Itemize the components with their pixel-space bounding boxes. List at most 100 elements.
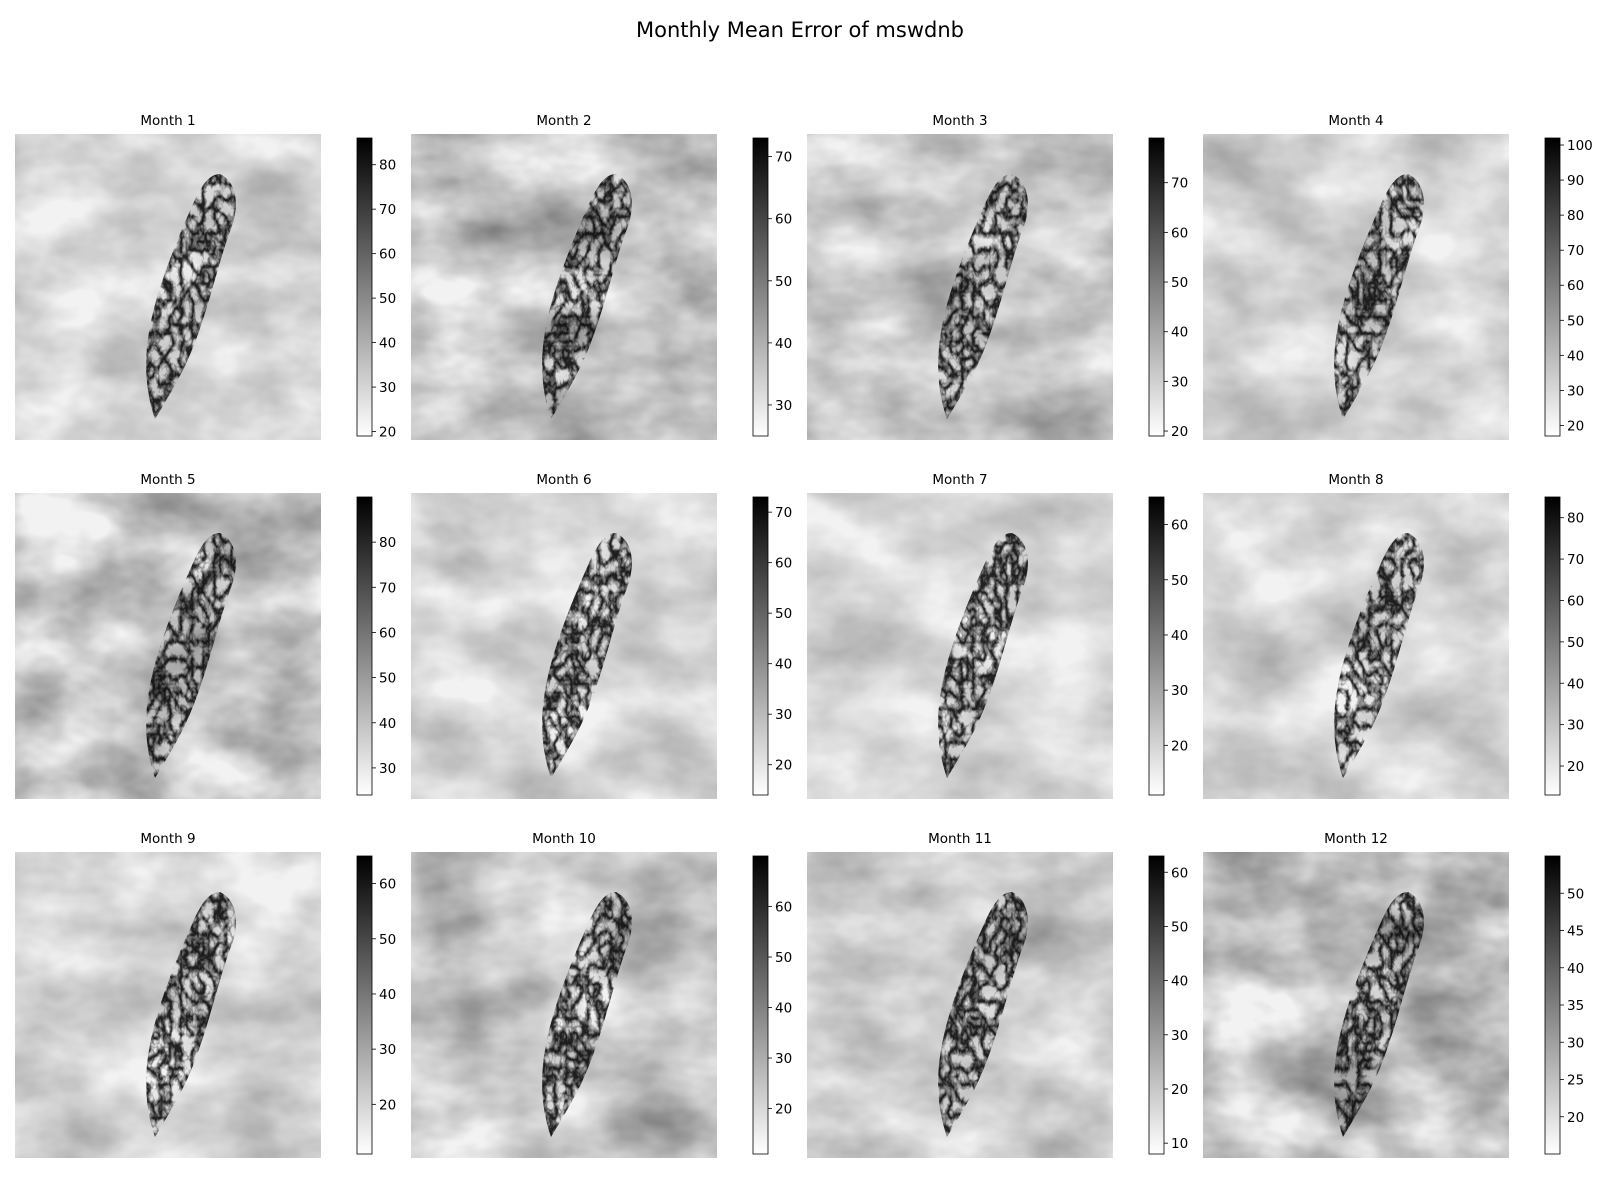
heatmap-image	[411, 852, 717, 1158]
colorbar-tick-label: 80	[379, 535, 396, 551]
colorbar-tick-label: 20	[775, 1102, 792, 1118]
panel-title: Month 3	[932, 113, 987, 129]
panel-month-10: Month 10 20 30 40 50 60	[411, 831, 792, 1158]
island-shape	[1334, 174, 1424, 419]
panel-month-3: Month 3 20 30 40 50 60 70	[807, 113, 1188, 440]
colorbar-tick-label: 40	[775, 657, 792, 673]
colorbar-tick-label: 20	[1567, 759, 1584, 775]
panel-title: Month 9	[140, 831, 195, 847]
colorbar-tick-label: 70	[1567, 552, 1584, 568]
colorbar: 20 30 40 50 60	[1148, 496, 1188, 796]
colorbar-tick-label: 70	[379, 202, 396, 218]
panel-title: Month 6	[536, 472, 591, 488]
colorbar: 10 20 30 40 50 60	[1148, 855, 1188, 1155]
colorbar-tick-label: 50	[1171, 275, 1188, 291]
panel-month-12: Month 12 20 25 30 35 40 45 50	[1203, 831, 1584, 1158]
colorbar-tick-label: 20	[1171, 1082, 1188, 1098]
colorbar-tick-label: 30	[379, 1042, 396, 1058]
panel-month-8: Month 8 20 30 40 50 60 70 80	[1203, 472, 1584, 799]
colorbar-tick-label: 50	[1567, 313, 1584, 329]
colorbar: 20 30 40 50 60 70 80	[1544, 496, 1584, 796]
colorbar: 20 30 40 50 60 70 80 90 100	[1544, 137, 1593, 437]
colorbar-tick-label: 70	[1567, 243, 1584, 259]
colorbar-tick-label: 20	[1171, 738, 1188, 754]
colorbar-tick-label: 70	[775, 150, 792, 166]
colorbar-tick-label: 40	[1171, 628, 1188, 644]
island-shape	[542, 892, 632, 1137]
colorbar-tick-label: 20	[1567, 1110, 1584, 1126]
colorbar-tick-label: 70	[1171, 176, 1188, 192]
colorbar: 20 30 40 50 60 70	[1148, 137, 1188, 440]
colorbar-tick-label: 30	[1567, 718, 1584, 734]
colorbar-tick-label: 40	[775, 1001, 792, 1017]
colorbar-tick-label: 30	[1567, 1035, 1584, 1051]
colorbar-tick-label: 70	[775, 505, 792, 521]
colorbar-tick-label: 60	[1171, 865, 1188, 881]
colorbar-tick-label: 60	[775, 556, 792, 572]
colorbar-tick-label: 50	[1171, 919, 1188, 935]
colorbar-tick-label: 40	[1171, 974, 1188, 990]
colorbar-tick-label: 30	[1171, 1028, 1188, 1044]
colorbar-tick-label: 50	[775, 606, 792, 622]
colorbar-tick-label: 50	[1171, 573, 1188, 589]
heatmap-image	[807, 852, 1113, 1158]
heatmap-image	[15, 493, 321, 799]
colorbar-tick-label: 60	[379, 625, 396, 641]
colorbar-tick-label: 20	[1567, 418, 1584, 434]
colorbar-tick-label: 35	[1567, 998, 1584, 1014]
colorbar-tick-label: 50	[379, 671, 396, 687]
island-shape	[542, 174, 632, 419]
island-shape	[1334, 892, 1424, 1137]
colorbar: 30 40 50 60 70	[752, 137, 792, 437]
panel-title: Month 1	[140, 113, 195, 129]
colorbar-tick-label: 80	[1567, 208, 1584, 224]
colorbar: 20 30 40 50 60 70	[752, 496, 792, 796]
panel-title: Month 5	[140, 472, 195, 488]
panel-month-11: Month 11 10 20 30 40 50 60	[807, 831, 1188, 1158]
panel-title: Month 10	[532, 831, 596, 847]
heatmap-image	[15, 852, 321, 1158]
colorbar-tick-label: 80	[1567, 511, 1584, 527]
island-shape	[542, 533, 632, 778]
colorbar-tick-label: 60	[775, 900, 792, 916]
colorbar-tick-label: 20	[1171, 424, 1188, 440]
colorbar-tick-label: 90	[1567, 173, 1584, 189]
colorbar-tick-label: 60	[1567, 593, 1584, 609]
panel-month-6: Month 6 20 30 40 50 60 70	[411, 472, 792, 799]
heatmap-image	[411, 134, 717, 440]
colorbar-tick-label: 60	[379, 247, 396, 263]
heatmap-image	[807, 493, 1113, 799]
figure-title: Monthly Mean Error of mswdnb	[636, 18, 964, 42]
colorbar-tick-label: 30	[775, 707, 792, 723]
panel-month-4: Month 4 20 30 40 50 60 70 80 90 100	[1203, 113, 1593, 440]
colorbar: 20 25 30 35 40 45 50	[1544, 855, 1584, 1155]
colorbar-tick-label: 40	[1567, 348, 1584, 364]
colorbar-tick-label: 45	[1567, 924, 1584, 940]
colorbar-tick-label: 20	[379, 425, 396, 441]
colorbar-tick-label: 80	[379, 158, 396, 174]
heatmap-image	[411, 493, 717, 799]
colorbar-tick-label: 40	[379, 336, 396, 352]
panel-month-9: Month 9 20 30 40 50 60	[15, 831, 396, 1158]
colorbar-tick-label: 30	[379, 761, 396, 777]
colorbar-tick-label: 30	[1171, 683, 1188, 699]
colorbar-tick-label: 60	[775, 212, 792, 228]
colorbar-tick-label: 20	[379, 1097, 396, 1113]
colorbar-tick-label: 50	[775, 274, 792, 290]
colorbar: 20 30 40 50 60	[752, 855, 792, 1155]
island-shape	[146, 892, 236, 1137]
island-shape	[1334, 533, 1424, 778]
heatmap-image	[15, 134, 321, 440]
colorbar-tick-label: 40	[1567, 961, 1584, 977]
colorbar-tick-label: 60	[1567, 278, 1584, 294]
colorbar-tick-label: 50	[775, 950, 792, 966]
island-shape	[938, 892, 1028, 1137]
colorbar-tick-label: 50	[1567, 886, 1584, 902]
panel-month-5: Month 5 30 40 50 60 70 80	[15, 472, 396, 799]
colorbar-tick-label: 10	[1171, 1136, 1188, 1152]
colorbar-tick-label: 50	[379, 932, 396, 948]
island-shape	[938, 174, 1028, 419]
colorbar: 30 40 50 60 70 80	[356, 496, 396, 796]
panel-month-1: Month 1 20 30 40 50 60 70 80	[15, 113, 396, 441]
